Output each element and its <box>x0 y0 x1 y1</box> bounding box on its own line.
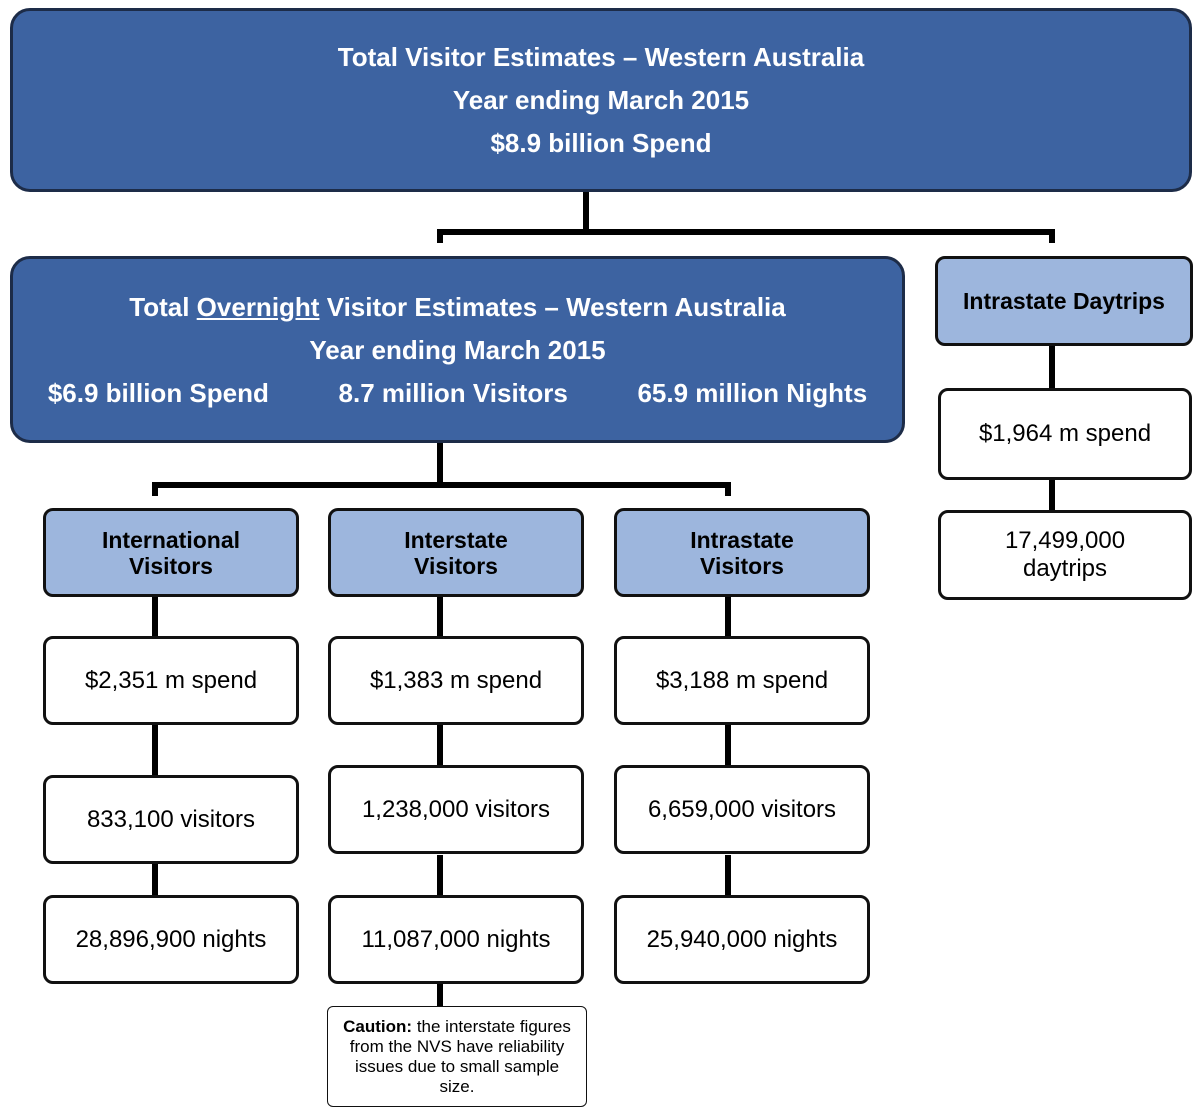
value-box: 6,659,000 visitors <box>614 765 870 854</box>
value-box: 833,100 visitors <box>43 775 299 864</box>
value-box: $3,188 m spend <box>614 636 870 725</box>
stat: $6.9 billion Spend <box>47 377 269 408</box>
value: $1,383 m spend <box>369 666 543 694</box>
value-box: 1,238,000 visitors <box>328 765 584 854</box>
caution-note: Caution: the interstate figures from the… <box>342 1017 572 1097</box>
value-box: 11,087,000 nights <box>328 895 584 984</box>
value-box: 25,940,000 nights <box>614 895 870 984</box>
value-box: $1,383 m spend <box>328 636 584 725</box>
stat: 8.7 million Visitors <box>338 377 568 408</box>
stat: 65.9 million Nights <box>637 377 868 408</box>
value-box: 17,499,000 daytrips <box>938 510 1192 600</box>
overnight-title: Total Overnight Visitor Estimates – West… <box>129 286 786 329</box>
caution-label: Caution: <box>343 1016 413 1036</box>
column-title: International Visitors <box>101 526 240 579</box>
value: 1,238,000 visitors <box>361 795 551 823</box>
title-part: Total <box>129 291 190 322</box>
value-box: $2,351 m spend <box>43 636 299 725</box>
value: 17,499,000 daytrips <box>1004 527 1126 582</box>
value: 6,659,000 visitors <box>647 795 837 823</box>
overnight-period: Year ending March 2015 <box>309 334 606 365</box>
value: $1,964 m spend <box>978 420 1152 447</box>
value: 28,896,900 nights <box>75 925 267 953</box>
total-period: Year ending March 2015 <box>452 84 750 115</box>
caution-text: the interstate figures from the NVS have… <box>349 1016 571 1096</box>
value: 11,087,000 nights <box>361 925 551 953</box>
title-underlined: Overnight <box>196 291 320 322</box>
total-title: Total Visitor Estimates – Western Austra… <box>337 41 865 72</box>
column-title-box: International Visitors <box>43 508 299 597</box>
total-box: Total Visitor Estimates – Western Austra… <box>10 8 1192 192</box>
value: $3,188 m spend <box>655 666 829 694</box>
value: 25,940,000 nights <box>646 925 838 953</box>
column-title-box: Intrastate Visitors <box>614 508 870 597</box>
overnight-box: Total Overnight Visitor Estimates – West… <box>10 256 905 443</box>
overnight-stats: $6.9 billion Spend 8.7 million Visitors … <box>13 372 902 414</box>
title-part: Visitor Estimates – Western Australia <box>326 291 786 322</box>
value: $2,351 m spend <box>84 666 258 694</box>
caution-box: Caution: the interstate figures from the… <box>327 1006 587 1107</box>
value-box: $1,964 m spend <box>938 388 1192 480</box>
daytrips-title-box: Intrastate Daytrips <box>935 256 1193 346</box>
total-spend: $8.9 billion Spend <box>490 127 712 158</box>
value: 833,100 visitors <box>86 805 256 833</box>
value-box: 28,896,900 nights <box>43 895 299 984</box>
daytrips-title: Intrastate Daytrips <box>963 287 1165 314</box>
column-title: Interstate Visitors <box>404 526 508 579</box>
column-title-box: Interstate Visitors <box>328 508 584 597</box>
column-title: Intrastate Visitors <box>690 526 794 579</box>
